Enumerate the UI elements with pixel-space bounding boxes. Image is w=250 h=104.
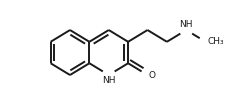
Text: NH: NH [180, 20, 193, 29]
Text: O: O [149, 71, 156, 80]
Text: CH₃: CH₃ [207, 37, 224, 46]
Text: NH: NH [102, 76, 116, 85]
